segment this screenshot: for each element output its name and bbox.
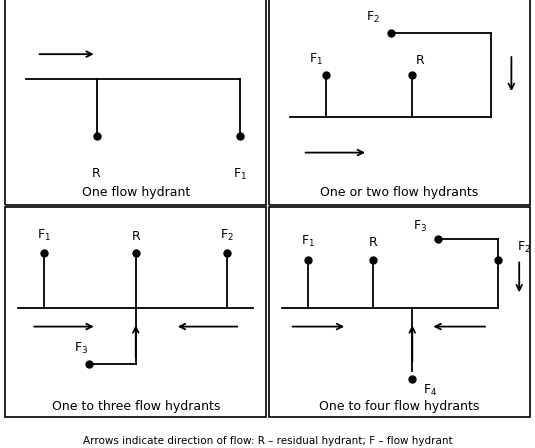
Text: $\mathrm{R}$: $\mathrm{R}$ [368,236,378,249]
Text: $\mathrm{F}_{2}$: $\mathrm{F}_{2}$ [366,10,380,25]
Text: $\mathrm{F}_{1}$: $\mathrm{F}_{1}$ [233,167,247,182]
Text: One to three flow hydrants: One to three flow hydrants [51,400,220,413]
Text: $\mathrm{F}_{4}$: $\mathrm{F}_{4}$ [423,383,438,398]
Text: $\mathrm{R}$: $\mathrm{R}$ [131,230,141,243]
Text: $\mathrm{F}_{1}$: $\mathrm{F}_{1}$ [309,52,323,67]
Text: $\mathrm{F}_{2}$: $\mathrm{F}_{2}$ [517,240,531,255]
Text: $\mathrm{F}_{1}$: $\mathrm{F}_{1}$ [37,228,51,243]
Text: $\mathrm{R}$: $\mathrm{R}$ [91,167,102,180]
Text: $\mathrm{F}_{3}$: $\mathrm{F}_{3}$ [413,220,427,234]
Text: $\mathrm{R}$: $\mathrm{R}$ [415,54,425,67]
Text: $\mathrm{F}_{2}$: $\mathrm{F}_{2}$ [220,228,234,243]
Text: One to four flow hydrants: One to four flow hydrants [319,400,479,413]
Text: Arrows indicate direction of flow: R – residual hydrant; F – flow hydrant: Arrows indicate direction of flow: R – r… [83,436,452,446]
Text: $\mathrm{F}_{3}$: $\mathrm{F}_{3}$ [74,341,88,356]
Text: One or two flow hydrants: One or two flow hydrants [320,186,478,199]
Text: One flow hydrant: One flow hydrant [82,186,190,199]
Text: $\mathrm{F}_{1}$: $\mathrm{F}_{1}$ [301,234,315,249]
